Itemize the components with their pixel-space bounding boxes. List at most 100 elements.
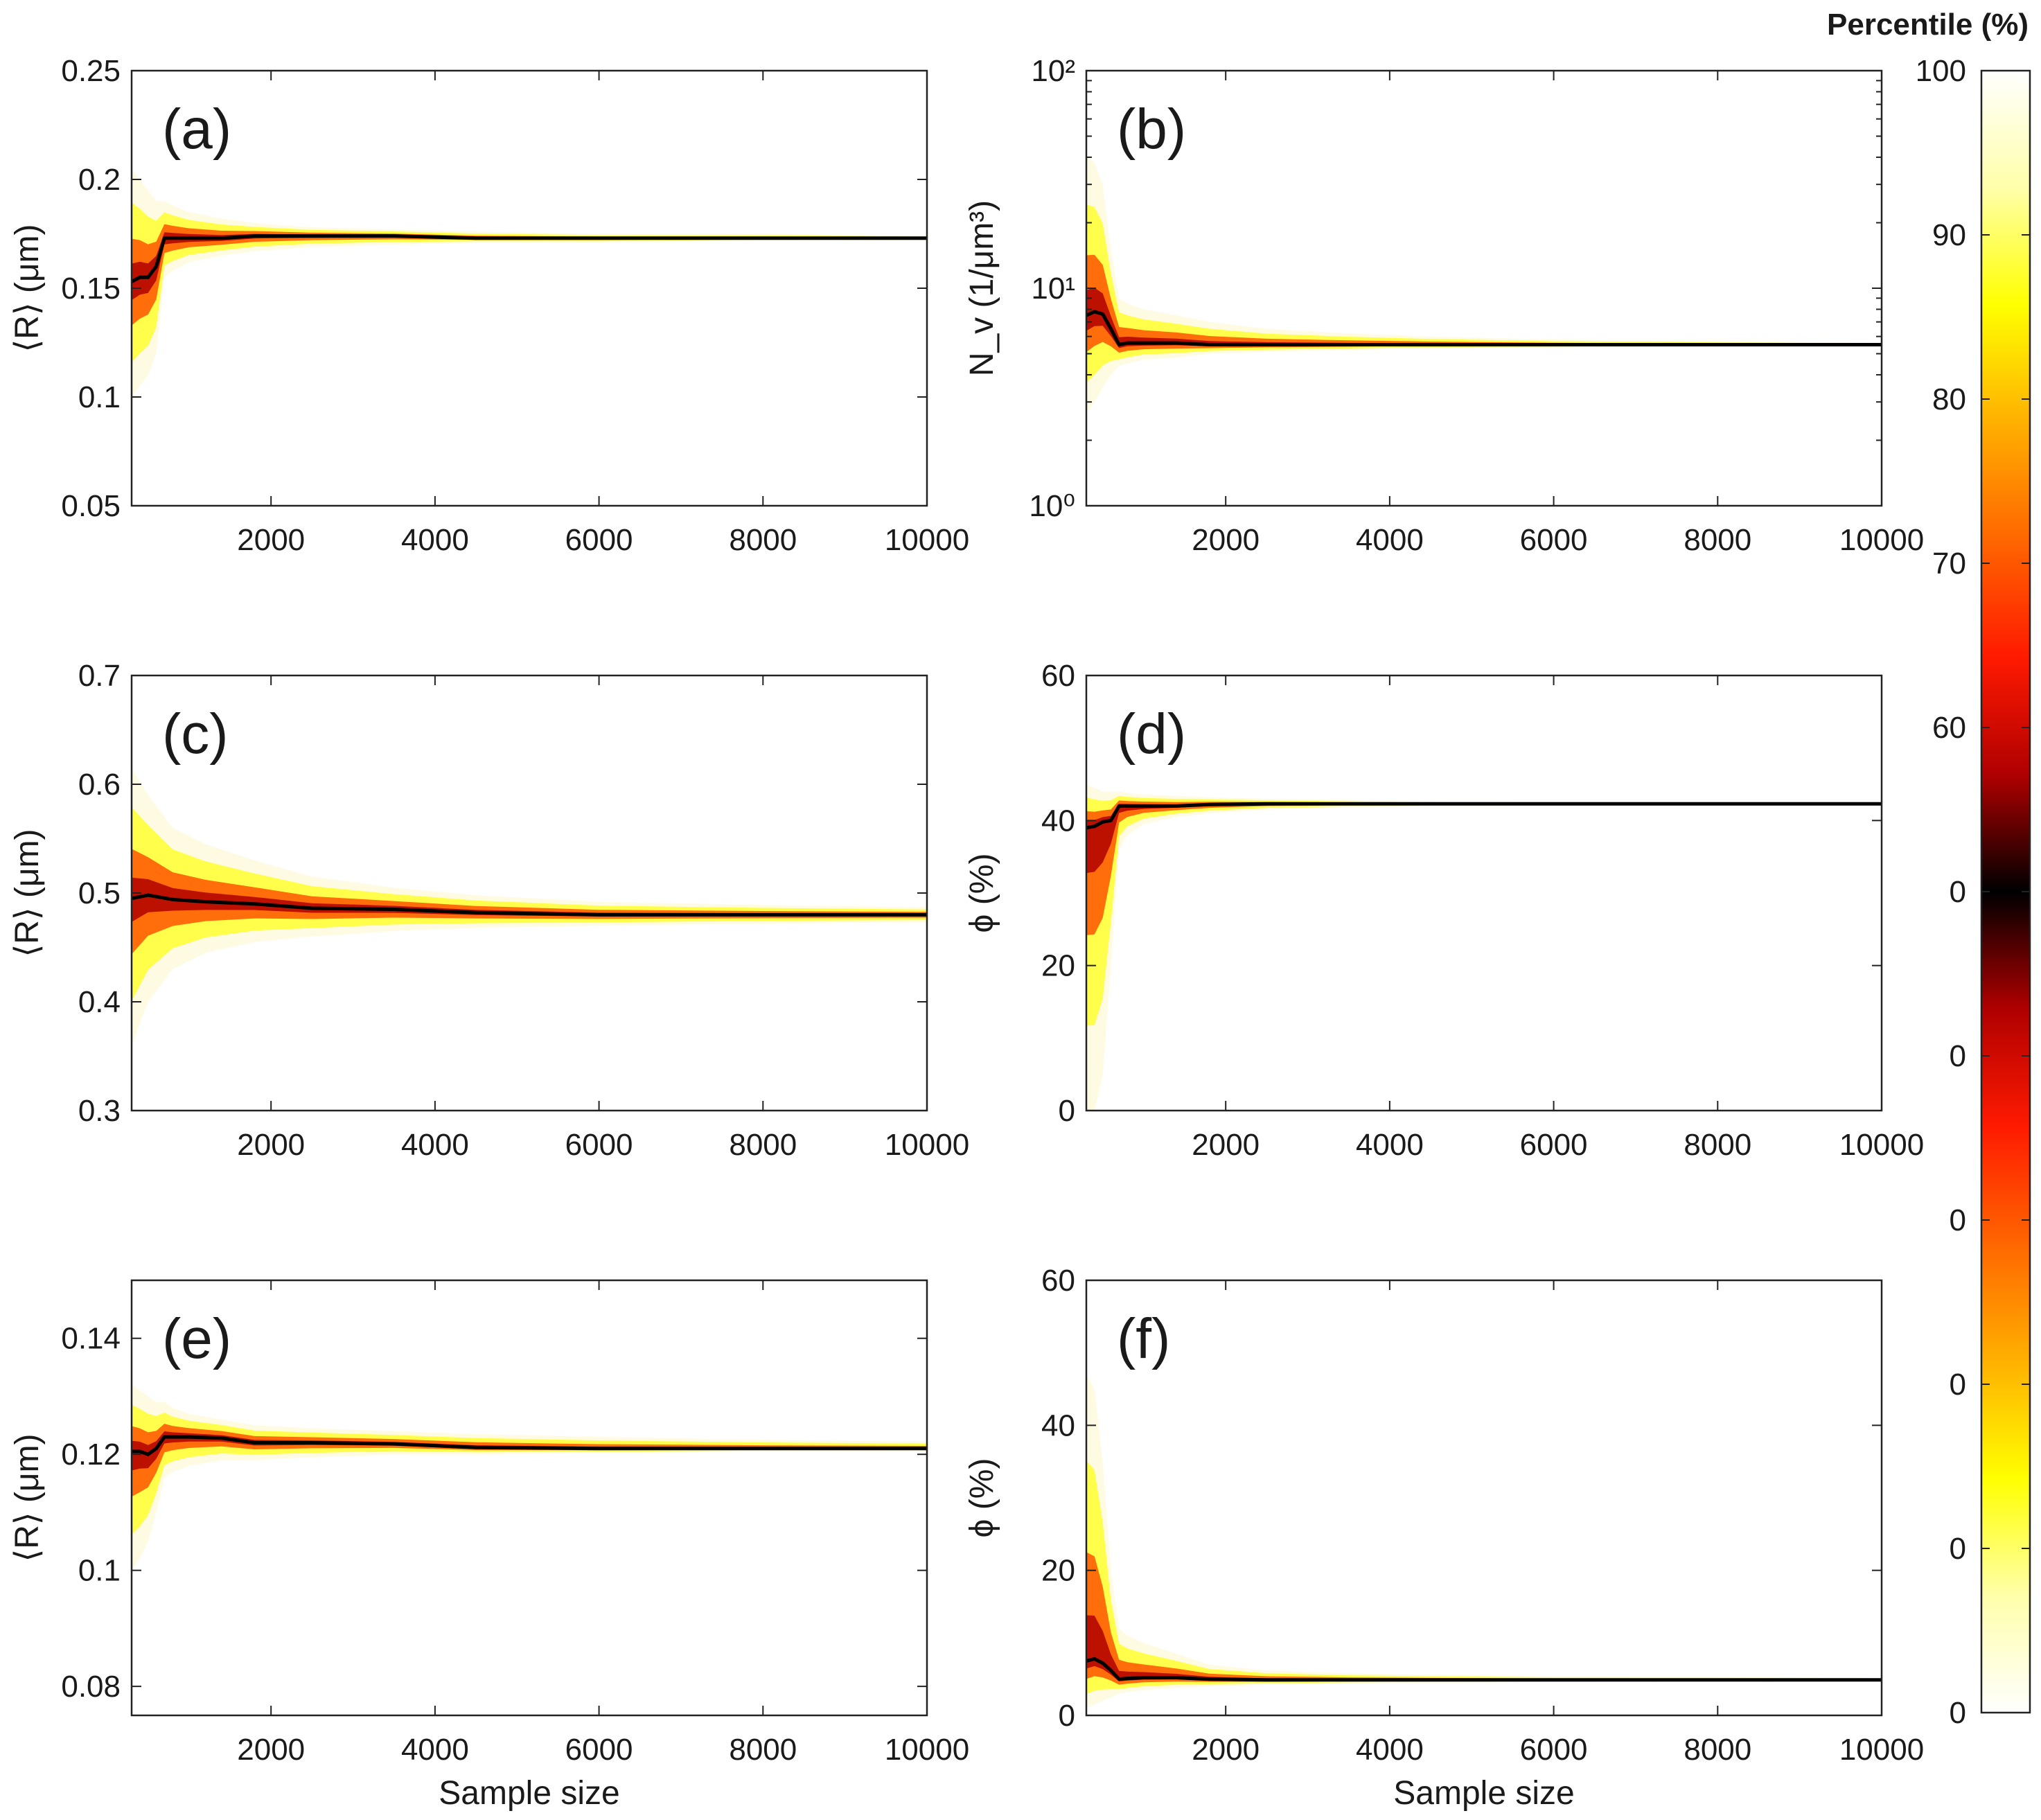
axes-frame-a: [130, 69, 928, 507]
xtick-label-f-3: 8000: [1684, 1733, 1751, 1767]
band-outer-f: [1086, 1375, 1882, 1708]
ytick-label-c-4: 0.7: [78, 659, 121, 693]
plot-area-f: [1086, 1375, 1882, 1708]
ytick-label-a-0: 0.05: [61, 489, 121, 523]
ytick-label-b-2: 10²: [1031, 54, 1075, 88]
plot-area-a: [132, 168, 927, 398]
band-core-c: [132, 877, 927, 922]
ytick-label-e-0: 0.08: [61, 1670, 121, 1704]
ytick-label-d-0: 0: [1059, 1094, 1075, 1128]
xtick-label-e-2: 6000: [565, 1733, 633, 1767]
xtick-label-a-1: 4000: [401, 523, 469, 557]
ytick-label-e-3: 0.14: [61, 1322, 121, 1356]
colorbar-tick-label-0: 100: [1916, 54, 1966, 88]
colorbar-tick-label-8: 0: [1950, 1368, 1966, 1402]
ytick-label-a-1: 0.1: [78, 380, 121, 414]
band-core-e: [132, 1431, 927, 1471]
ytick-label-d-1: 20: [1041, 949, 1075, 983]
ytick-label-e-2: 0.12: [61, 1438, 121, 1472]
axes-frame-b: [1085, 69, 1883, 507]
xtick-label-f-0: 2000: [1192, 1733, 1260, 1767]
colorbar-tick-label-5: 0: [1950, 875, 1966, 909]
xtick-label-c-3: 8000: [729, 1128, 797, 1162]
median-line-b: [1086, 310, 1882, 347]
median-line-e: [132, 1435, 927, 1456]
band-inner-f: [1086, 1552, 1882, 1685]
ytick-label-d-3: 60: [1041, 659, 1075, 693]
axes-frame-d: [1085, 674, 1883, 1112]
panel-a: 0.05 0.1 0.15 0.2 0.25 2000 4000 6000 8000 10000 (…: [9, 54, 969, 557]
band-outer-d: [1086, 784, 1882, 1111]
ylabel-f: ϕ (%): [964, 1458, 1000, 1538]
median-line-f: [1086, 1656, 1882, 1682]
ytick-label-c-0: 0.3: [78, 1094, 121, 1128]
colorbar-tick-label-2: 80: [1932, 382, 1966, 416]
plot-area-e: [132, 1384, 927, 1571]
median-line-c: [132, 893, 927, 917]
ytick-label-c-1: 0.4: [78, 985, 121, 1019]
xtick-label-b-0: 2000: [1192, 523, 1260, 557]
xlabel-e: Sample size: [439, 1775, 619, 1812]
xtick-label-b-2: 6000: [1520, 523, 1588, 557]
xlabel-f: Sample size: [1393, 1775, 1574, 1812]
band-mid-b: [1086, 204, 1882, 383]
ytick-label-d-2: 40: [1041, 804, 1075, 838]
xtick-label-a-2: 6000: [565, 523, 633, 557]
panel-label-b: (b): [1117, 98, 1186, 161]
xtick-label-c-4: 10000: [885, 1128, 969, 1162]
panel-label-d: (d): [1117, 703, 1186, 766]
ytick-label-f-2: 40: [1041, 1408, 1075, 1442]
xtick-label-d-3: 8000: [1684, 1128, 1751, 1162]
band-outer-e: [132, 1384, 927, 1571]
xtick-label-d-1: 4000: [1356, 1128, 1424, 1162]
ylabel-d: ϕ (%): [964, 854, 1000, 933]
xtick-label-b-4: 10000: [1839, 523, 1924, 557]
ytick-label-c-2: 0.5: [78, 876, 121, 910]
ytick-label-a-2: 0.15: [61, 272, 121, 306]
panel-label-a: (a): [162, 98, 231, 161]
ylabel-e: ⟨R⟩ (μm): [9, 1433, 46, 1562]
band-mid-a: [132, 202, 927, 363]
band-inner-d: [1086, 800, 1882, 935]
ytick-label-f-3: 60: [1041, 1264, 1075, 1298]
axes-frame-f: [1085, 1279, 1883, 1717]
xtick-label-b-1: 4000: [1356, 523, 1424, 557]
axes-frame-e: [130, 1279, 928, 1717]
colorbar-tick-label-9: 0: [1950, 1532, 1966, 1566]
band-mid-e: [132, 1404, 927, 1535]
panel-label-e: (e): [162, 1307, 231, 1370]
panel-e: 0.08 0.1 0.12 0.14 2000 4000 6000 8000 10000 (e) ⟨…: [9, 1279, 969, 1812]
xtick-label-e-0: 2000: [237, 1733, 305, 1767]
xtick-label-f-1: 4000: [1356, 1733, 1424, 1767]
panel-label-f: (f): [1117, 1307, 1170, 1370]
colorbar-tick-label-7: 0: [1950, 1203, 1966, 1237]
band-mid-d: [1086, 795, 1882, 1026]
plot-area-b: [1086, 157, 1882, 412]
xtick-label-c-2: 6000: [565, 1128, 633, 1162]
ytick-label-c-3: 0.6: [78, 768, 121, 802]
colorbar: Percentile (%) 100 90 80 70 60 0 0 0 0 0 0: [1827, 8, 2031, 1730]
panel-d: 0 20 40 60 2000 4000 6000 8000 10000 (d) ϕ (%): [964, 659, 1924, 1162]
colorbar-tick-label-4: 60: [1932, 711, 1966, 745]
panel-f: 0 20 40 60 2000 4000 6000 8000 10000 (f) ϕ (%) Samp…: [964, 1264, 1924, 1812]
ylabel-c: ⟨R⟩ (μm): [9, 829, 46, 957]
colorbar-tick-label-1: 90: [1932, 218, 1966, 252]
xtick-label-e-4: 10000: [885, 1733, 969, 1767]
plot-area-d: [1086, 784, 1882, 1111]
plot-area-c: [132, 768, 927, 1045]
band-outer-b: [1086, 157, 1882, 412]
xtick-label-e-1: 4000: [401, 1733, 469, 1767]
ytick-label-e-1: 0.1: [78, 1554, 121, 1588]
xtick-label-f-4: 10000: [1839, 1733, 1924, 1767]
xtick-label-d-4: 10000: [1839, 1128, 1924, 1162]
xtick-label-c-1: 4000: [401, 1128, 469, 1162]
colorbar-ticks: 100 90 80 70 60 0 0 0 0 0 0: [1916, 54, 2030, 1730]
xtick-label-a-4: 10000: [885, 523, 969, 557]
panel-c: 0.3 0.4 0.5 0.6 0.7 2000 4000 6000 8000 10000 (c) ⟨…: [9, 659, 969, 1162]
colorbar-tick-label-10: 0: [1950, 1696, 1966, 1730]
band-core-f: [1086, 1615, 1882, 1681]
xtick-label-e-3: 8000: [729, 1733, 797, 1767]
median-line-d: [1086, 802, 1882, 830]
